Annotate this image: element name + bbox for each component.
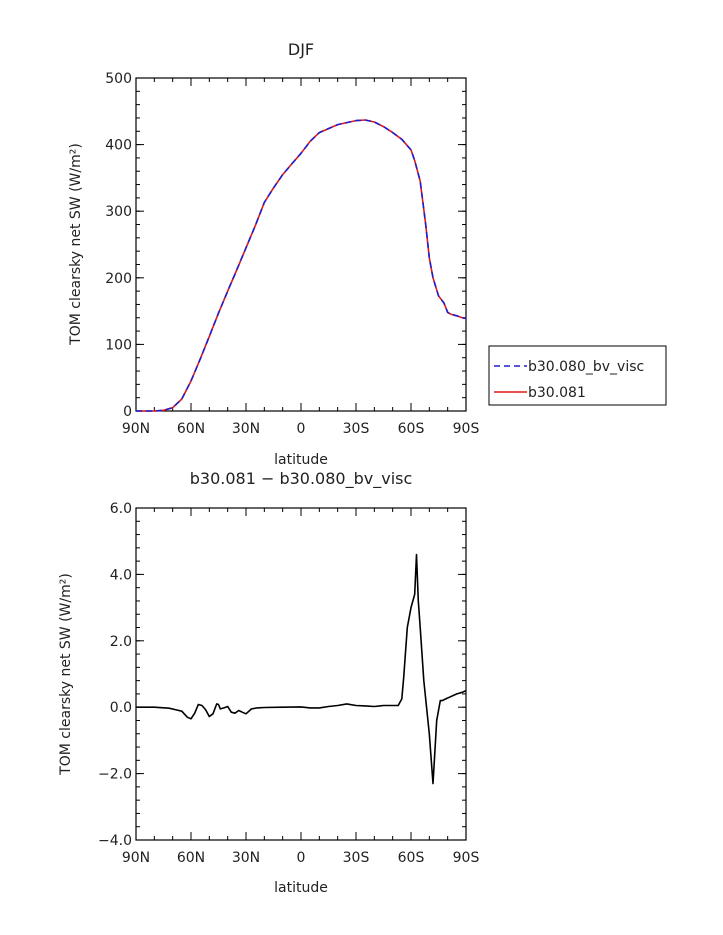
bottom-xtick-label: 0	[297, 850, 306, 866]
bottom-xtick-label: 60N	[177, 850, 205, 866]
top-ylabel: TOM clearsky net SW (W/m²)	[68, 143, 84, 346]
top-ytick-label: 400	[105, 138, 132, 154]
bottom-xtick-label: 90N	[122, 850, 150, 866]
top-series-line-b30-081	[136, 119, 467, 412]
bottom-ytick-label: −4.0	[98, 833, 132, 849]
bottom-xtick-label: 90S	[453, 850, 480, 866]
top-series	[136, 119, 467, 412]
top-xtick-label: 90N	[122, 421, 150, 437]
top-plot-frame	[135, 77, 467, 412]
bottom-series-line-difference	[136, 553, 467, 785]
top-ticks: 90N 60N 30N 0 30S 60S 90S 0 100 200 300 400 500	[105, 71, 479, 437]
legend-label-b30-081: b30.081	[528, 385, 586, 401]
top-xtick-label: 60S	[398, 421, 425, 437]
bottom-ticks: 90N 60N 30N 0 30S 60S 90S −4.0 −2.0 0.0 2.0 4.0 6.0	[98, 501, 479, 866]
top-panel: DJF 90N 60N 30N 0 30S 60S 90S0100200300400500 …	[68, 40, 667, 468]
top-title: DJF	[288, 40, 314, 59]
top-ytick-label: 300	[105, 204, 132, 220]
bottom-xtick-label: 30S	[343, 850, 370, 866]
bottom-panel: b30.081 − b30.080_bv_visc 90N 60N 30N 0 30S 6…	[58, 469, 479, 896]
bottom-ytick-label: 6.0	[110, 501, 132, 517]
top-ytick-label: 500	[105, 71, 132, 87]
bottom-ytick-label: 4.0	[110, 567, 132, 583]
bottom-ytick-label: 0.0	[110, 700, 132, 716]
bottom-ytick-label: −2.0	[98, 767, 132, 783]
bottom-ytick-label: 2.0	[110, 634, 132, 650]
top-ytick-label: 0	[123, 404, 132, 420]
top-xtick-label: 0	[297, 421, 306, 437]
bottom-series	[136, 553, 467, 785]
bottom-title: b30.081 − b30.080_bv_visc	[190, 469, 413, 489]
bottom-xtick-label: 30N	[232, 850, 260, 866]
legend-box	[488, 345, 667, 406]
top-xtick-label: 90S	[453, 421, 480, 437]
top-xtick-label: 30S	[343, 421, 370, 437]
legend-label-b30-080: b30.080_bv_visc	[528, 359, 644, 375]
top-xtick-label: 30N	[232, 421, 260, 437]
bottom-xlabel: latitude	[274, 880, 328, 896]
top-xlabel: latitude	[274, 452, 328, 468]
bottom-ylabel: TOM clearsky net SW (W/m²)	[58, 573, 74, 776]
top-ytick-label: 200	[105, 271, 132, 287]
bottom-xtick-label: 60S	[398, 850, 425, 866]
top-series-line-b30-080-bv-visc	[136, 119, 467, 412]
top-ytick-label: 100	[105, 337, 132, 353]
legend: b30.080_bv_visc b30.081	[488, 345, 667, 406]
top-xtick-label: 60N	[177, 421, 205, 437]
